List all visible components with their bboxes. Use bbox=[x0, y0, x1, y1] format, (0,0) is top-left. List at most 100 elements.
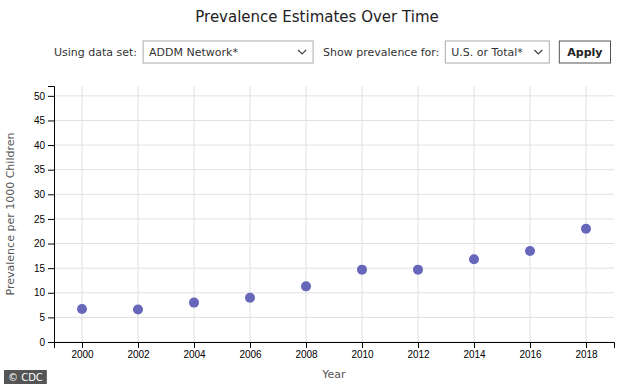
x-tick: 2018 bbox=[575, 342, 598, 360]
x-tick-label: 2002 bbox=[127, 349, 150, 360]
x-tick-label: 2006 bbox=[239, 349, 262, 360]
x-tick-mark bbox=[306, 342, 307, 348]
point bbox=[77, 304, 87, 314]
y-tick-mark bbox=[48, 317, 54, 318]
grid bbox=[54, 86, 614, 342]
y-tick-label: 35 bbox=[34, 164, 46, 175]
dropdown-box bbox=[143, 41, 313, 63]
y-tick-label: 15 bbox=[34, 263, 46, 274]
y-tick-mark bbox=[48, 120, 54, 121]
y-tick-label: 40 bbox=[34, 140, 46, 151]
grid-line-x bbox=[306, 86, 307, 342]
point bbox=[357, 265, 367, 275]
y-tick: 20 bbox=[34, 238, 54, 249]
point bbox=[301, 281, 311, 291]
x-tick-label: 2010 bbox=[351, 349, 374, 360]
y-tick-mark bbox=[48, 293, 54, 294]
x-tick: 2000 bbox=[71, 342, 94, 360]
y-tick-label: 10 bbox=[34, 287, 46, 298]
copyright: © CDC bbox=[4, 370, 47, 384]
dropdown: ADDM Network* bbox=[143, 41, 313, 63]
x-tick-label: 2000 bbox=[71, 349, 94, 360]
grid-line-x bbox=[362, 86, 363, 342]
x-tick-mark bbox=[362, 342, 363, 348]
dropdown-arrow bbox=[298, 50, 306, 54]
y-tick-label: 20 bbox=[34, 238, 46, 249]
dropdown-text: ADDM Network* bbox=[149, 46, 238, 59]
x-tick-mark bbox=[250, 342, 251, 348]
y-tick-mark bbox=[48, 194, 54, 195]
y-tick-mark bbox=[48, 219, 54, 220]
grid-line-x bbox=[474, 86, 475, 342]
grid-line-x bbox=[82, 86, 83, 342]
dropdown-box bbox=[445, 41, 549, 63]
y-axis: 0 5 10 15 20 25 30 35 40 45 50 bbox=[34, 87, 55, 348]
x-tick-mark bbox=[474, 342, 475, 348]
y-tick: 40 bbox=[34, 140, 54, 151]
x-tick: 2002 bbox=[127, 342, 150, 360]
y-tick-label: 50 bbox=[34, 91, 46, 102]
point bbox=[469, 254, 479, 264]
copyright-text: © CDC bbox=[8, 372, 43, 383]
control-label: Show prevalence for: bbox=[323, 46, 439, 59]
x-tick-label: 2016 bbox=[519, 349, 542, 360]
copyright-box bbox=[4, 370, 47, 384]
x-tick: 2010 bbox=[351, 342, 374, 360]
y-tick: 0 bbox=[39, 337, 54, 348]
dropdown-text: U.S. or Total* bbox=[451, 46, 523, 59]
y-tick: 10 bbox=[34, 287, 54, 298]
y-tick: 35 bbox=[34, 164, 54, 175]
y-tick-mark bbox=[48, 268, 54, 269]
x-tick-mark bbox=[530, 342, 531, 348]
x-tick: 2016 bbox=[519, 342, 542, 360]
point bbox=[581, 224, 591, 234]
x-tick: 2004 bbox=[183, 342, 206, 360]
point bbox=[245, 293, 255, 303]
x-axis-title: Year bbox=[321, 368, 346, 381]
y-tick: 45 bbox=[34, 115, 54, 126]
x-tick-label: 2004 bbox=[183, 349, 206, 360]
point bbox=[189, 298, 199, 308]
y-tick-mark bbox=[48, 145, 54, 146]
y-tick: 25 bbox=[34, 214, 54, 225]
y-tick: 5 bbox=[39, 312, 54, 323]
grid-line-x bbox=[530, 86, 531, 342]
x-tick-label: 2012 bbox=[407, 349, 430, 360]
y-tick: 50 bbox=[34, 91, 54, 102]
y-tick-mark bbox=[48, 342, 54, 343]
button-box bbox=[559, 41, 610, 63]
grid-line-x bbox=[138, 86, 139, 342]
y-tick-mark bbox=[48, 96, 54, 97]
x-tick: 2012 bbox=[407, 342, 430, 360]
x-tick-mark bbox=[138, 342, 139, 348]
y-tick-label: 0 bbox=[39, 337, 45, 348]
y-tick-label: 45 bbox=[34, 115, 46, 126]
y-tick-label: 25 bbox=[34, 214, 46, 225]
y-tick-label: 5 bbox=[39, 312, 45, 323]
x-tick-mark bbox=[194, 342, 195, 348]
y-tick: 15 bbox=[34, 263, 54, 274]
button-text: Apply bbox=[567, 46, 602, 59]
control-label: Using data set: bbox=[54, 46, 137, 59]
grid-line-x bbox=[250, 86, 251, 342]
x-axis: 2000200220042006200820102012201420162018 bbox=[55, 342, 615, 360]
y-axis-title: Prevalence per 1000 Children bbox=[4, 133, 17, 296]
x-tick-label: 2014 bbox=[463, 349, 486, 360]
y-tick-mark bbox=[48, 170, 54, 171]
dropdown-arrow bbox=[534, 50, 542, 54]
plot-area: 2000200220042006200820102012201420162018… bbox=[34, 86, 615, 360]
x-tick: 2006 bbox=[239, 342, 262, 360]
y-tick-label: 30 bbox=[34, 189, 46, 200]
y-axis-line bbox=[48, 87, 55, 343]
grid-line-x bbox=[586, 86, 587, 342]
x-tick-mark bbox=[418, 342, 419, 348]
y-tick-mark bbox=[48, 244, 54, 245]
button: Apply bbox=[559, 41, 610, 63]
point bbox=[525, 246, 535, 256]
point bbox=[413, 265, 423, 275]
x-tick: 2014 bbox=[463, 342, 486, 360]
y-tick: 30 bbox=[34, 189, 54, 200]
x-tick-mark bbox=[82, 342, 83, 348]
grid-line-x bbox=[418, 86, 419, 342]
title: Prevalence Estimates Over Time bbox=[195, 8, 438, 26]
